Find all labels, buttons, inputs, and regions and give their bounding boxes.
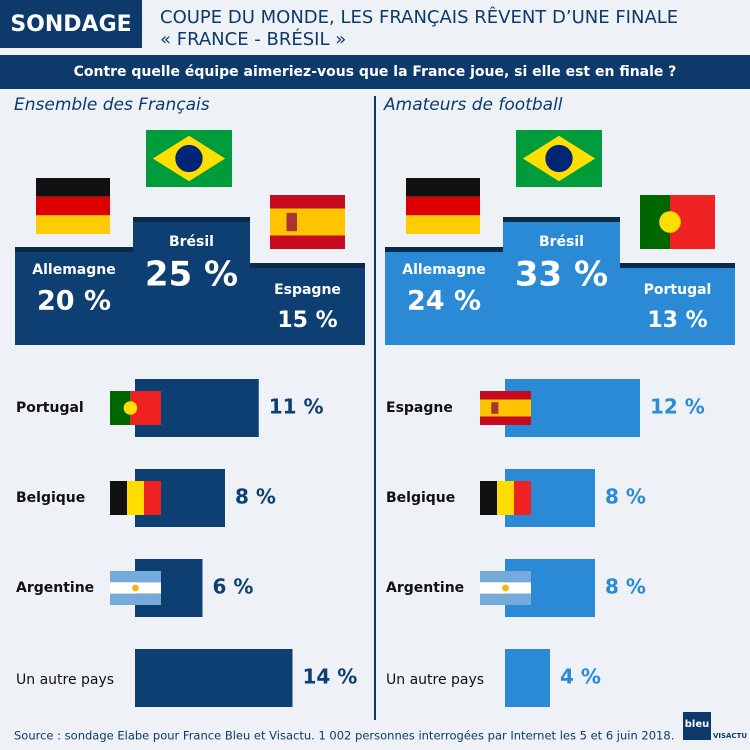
logo: bleu: [685, 719, 710, 730]
bar-label: Belgique: [386, 490, 455, 506]
flag: [110, 481, 161, 515]
flag: [480, 481, 531, 515]
podium-edge: [133, 217, 250, 222]
flag-emblem: [491, 402, 499, 414]
value-label: 6 %: [213, 575, 254, 599]
bar-label: Belgique: [16, 490, 85, 506]
flag-stripe: [480, 593, 531, 605]
bar-label: Portugal: [16, 400, 84, 416]
podium-value: 20 %: [37, 286, 111, 317]
value-label: 12 %: [650, 395, 705, 419]
logo: VISACTU: [713, 732, 747, 740]
flag-stripe: [144, 481, 161, 515]
flag-stripe: [127, 481, 144, 515]
flag-stripe: [514, 481, 531, 515]
flag-stripe: [480, 481, 497, 515]
tag-box: [0, 0, 142, 48]
flag: [406, 178, 480, 234]
flag-emblem: [659, 211, 681, 233]
flag: [146, 130, 232, 187]
podium-name: Portugal: [644, 282, 712, 298]
flag: [110, 571, 161, 605]
flag-sun: [502, 584, 509, 592]
flag-emblem: [123, 401, 138, 415]
podium-edge: [250, 263, 365, 268]
value-label: 11 %: [269, 395, 324, 419]
podium-edge: [620, 263, 735, 268]
flag-stripe: [406, 196, 480, 216]
panel-title: Ensemble des Français: [14, 95, 210, 115]
flag: [480, 391, 531, 425]
podium-block: [15, 247, 133, 345]
flag: [36, 178, 110, 234]
podium-name: Brésil: [539, 234, 584, 250]
flag-stripe: [270, 208, 345, 236]
podium-edge: [385, 247, 503, 252]
podium-block: [620, 263, 735, 345]
bar-label: Espagne: [386, 400, 453, 416]
bar-label: Argentine: [16, 580, 94, 596]
flag-stripe: [480, 571, 531, 583]
flag-stripe: [36, 215, 110, 234]
podium-block: [133, 217, 250, 345]
flag: [640, 195, 715, 249]
podium-edge: [503, 217, 620, 222]
podium-name: Allemagne: [402, 262, 485, 278]
podium-name: Allemagne: [32, 262, 115, 278]
podium-block: [503, 217, 620, 345]
flag: [270, 195, 345, 249]
flag: [480, 571, 531, 605]
flag-stripe: [110, 481, 127, 515]
podium-name: Espagne: [274, 282, 341, 298]
podium-value: 13 %: [647, 308, 707, 333]
title: COUPE DU MONDE, LES FRANÇAIS RÊVENT D’UN…: [160, 6, 678, 28]
bar-label: Un autre pays: [386, 672, 484, 688]
subtitle: « FRANCE - BRÉSIL »: [160, 28, 346, 50]
value-label: 14 %: [303, 665, 358, 689]
bar: [135, 649, 293, 707]
flag-stripe: [406, 178, 480, 197]
podium-value: 24 %: [407, 286, 481, 317]
panel-title: Amateurs de football: [383, 95, 563, 115]
logo-box: [683, 712, 711, 740]
flag-stripe: [110, 593, 161, 605]
tag: SONDAGE: [10, 12, 131, 37]
podium-block: [250, 263, 365, 345]
question: Contre quelle équipe aimeriez-vous que l…: [74, 64, 677, 80]
podium-edge: [15, 247, 133, 252]
podium-value: 25 %: [145, 255, 238, 295]
bar-label: Un autre pays: [16, 672, 114, 688]
value-label: 4 %: [560, 665, 601, 689]
value-label: 8 %: [605, 575, 646, 599]
flag-stripe: [110, 391, 131, 425]
bar: [505, 649, 550, 707]
flag-sun: [132, 584, 139, 592]
value-label: 8 %: [605, 485, 646, 509]
flag-globe: [545, 144, 573, 173]
bar-label: Argentine: [386, 580, 464, 596]
podium-name: Brésil: [169, 234, 214, 250]
flag: [110, 391, 161, 425]
flag-stripe: [480, 399, 531, 417]
source: Source : sondage Elabe pour France Bleu …: [14, 729, 674, 743]
flag-stripe: [497, 481, 514, 515]
podium-block: [385, 247, 503, 345]
question-bar: [0, 55, 750, 89]
podium-value: 33 %: [515, 255, 608, 295]
flag-stripe: [406, 215, 480, 234]
value-label: 8 %: [235, 485, 276, 509]
flag-emblem: [286, 212, 297, 232]
flag: [516, 130, 602, 187]
podium-value: 15 %: [277, 308, 337, 333]
flag-stripe: [110, 571, 161, 583]
flag-globe: [175, 144, 203, 173]
flag-stripe: [36, 196, 110, 216]
flag-stripe: [36, 178, 110, 197]
